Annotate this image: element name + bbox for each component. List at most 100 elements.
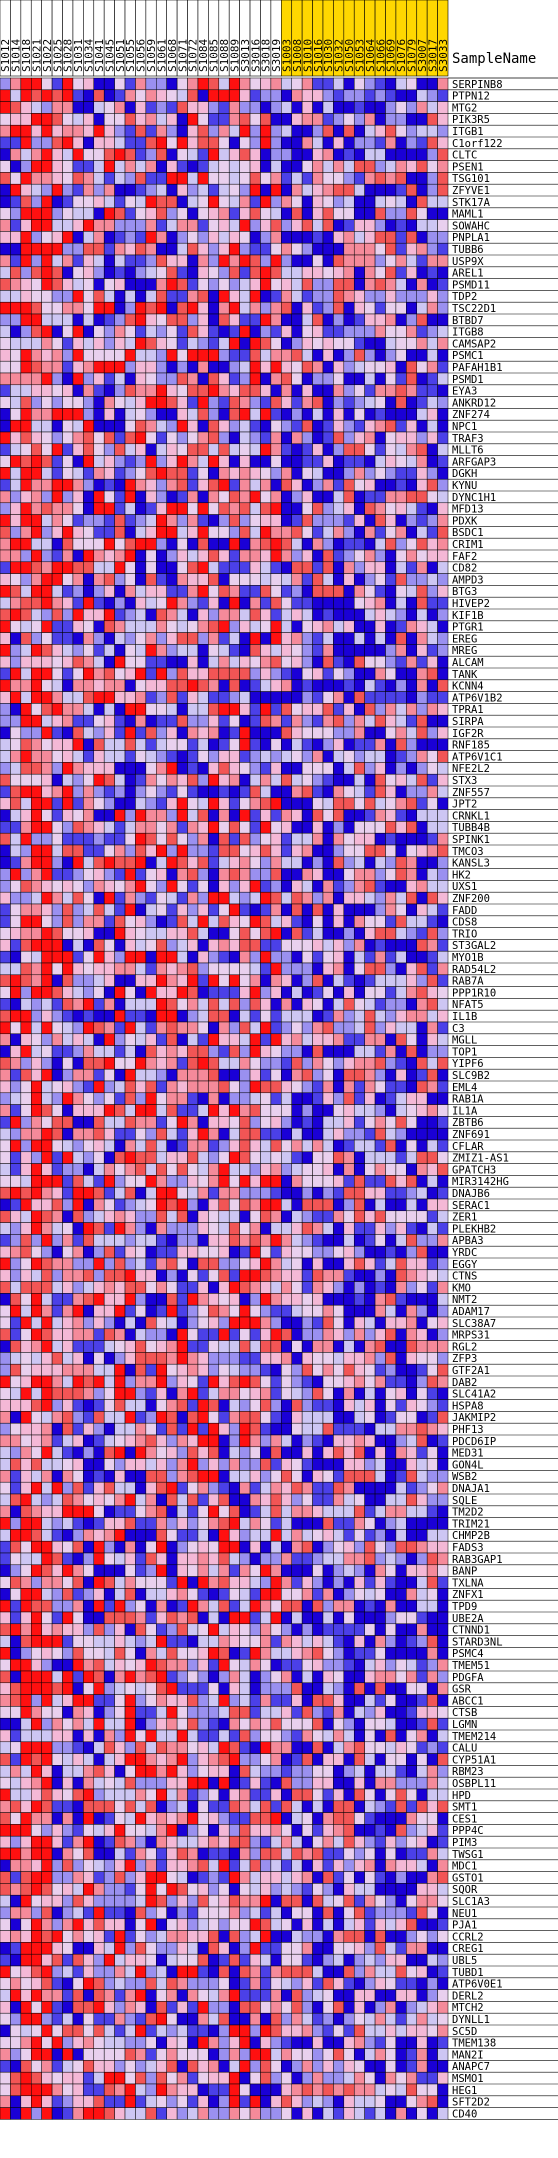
heatmap-cell	[301, 773, 313, 787]
heatmap-cell	[312, 1411, 324, 1424]
heatmap-cell	[145, 526, 157, 539]
heatmap-cell	[364, 773, 376, 787]
heatmap-cell	[281, 903, 292, 917]
heatmap-cell	[83, 1293, 95, 1306]
heatmap-cell	[197, 1045, 209, 1058]
heatmap-cell	[385, 1033, 397, 1046]
heatmap-cell	[239, 1198, 251, 1212]
heatmap-cell	[353, 1387, 365, 1400]
heatmap-cell	[301, 1151, 313, 1164]
heatmap-cell	[281, 77, 292, 91]
heatmap-cell	[156, 962, 167, 976]
heatmap-cell	[228, 561, 240, 574]
heatmap-cell	[322, 172, 334, 185]
heatmap-cell	[395, 1127, 407, 1141]
heatmap-cell	[228, 1363, 240, 1377]
heatmap-cell	[41, 1222, 53, 1235]
heatmap-cell	[51, 679, 63, 692]
heatmap-cell	[31, 596, 42, 610]
heatmap-cell	[322, 691, 334, 704]
heatmap-cell	[437, 467, 449, 480]
heatmap-cell	[437, 1151, 449, 1164]
heatmap-cell	[301, 254, 313, 268]
heatmap-cell	[374, 301, 386, 315]
heatmap-cell	[270, 1198, 282, 1212]
heatmap-cell	[51, 467, 63, 480]
heatmap-cell	[10, 1399, 22, 1412]
heatmap-cell	[322, 1245, 334, 1259]
heatmap-cell	[385, 596, 397, 610]
heatmap-cell	[10, 561, 22, 574]
heatmap-cell	[395, 1033, 407, 1046]
heatmap-cell	[208, 408, 220, 421]
heatmap-cell	[176, 113, 188, 126]
heatmap-cell	[239, 632, 251, 645]
heatmap-cell	[124, 1222, 136, 1235]
heatmap-cell	[374, 773, 386, 787]
heatmap-cell	[41, 1352, 53, 1365]
heatmap-cell	[385, 1175, 397, 1188]
heatmap-cell	[135, 89, 147, 102]
heatmap-cell	[208, 1068, 220, 1082]
heatmap-cell	[322, 962, 334, 976]
heatmap-cell	[301, 620, 313, 633]
heatmap-cell	[416, 868, 428, 881]
heatmap-cell	[333, 231, 345, 244]
heatmap-cell	[135, 372, 147, 386]
heatmap-cell	[72, 313, 84, 327]
heatmap-cell	[364, 195, 376, 209]
heatmap-cell	[406, 301, 417, 315]
heatmap-cell	[114, 1116, 126, 1129]
heatmap-cell	[145, 596, 157, 610]
heatmap-cell	[218, 231, 230, 244]
heatmap-cell	[416, 408, 428, 421]
heatmap-cell	[291, 301, 303, 315]
heatmap-cell	[406, 372, 417, 386]
heatmap-cell	[41, 891, 53, 905]
heatmap-cell	[124, 655, 136, 669]
heatmap-cell	[353, 266, 365, 279]
heatmap-cell	[208, 585, 220, 598]
heatmap-cell	[291, 1281, 303, 1294]
heatmap-cell	[406, 1387, 417, 1400]
heatmap-cell	[114, 148, 126, 161]
heatmap-cell	[291, 703, 303, 716]
heatmap-cell	[395, 396, 407, 409]
heatmap-cell	[416, 986, 428, 999]
heatmap-cell	[20, 962, 32, 976]
heatmap-cell	[437, 1257, 449, 1271]
heatmap-cell	[270, 809, 282, 822]
heatmap-cell	[353, 608, 365, 622]
heatmap-cell	[395, 1411, 407, 1424]
heatmap-cell	[353, 915, 365, 928]
heatmap-cell	[93, 785, 105, 799]
heatmap-cell	[416, 644, 428, 657]
heatmap-cell	[187, 136, 199, 150]
heatmap-cell	[322, 207, 334, 220]
heatmap-cell	[93, 113, 105, 126]
heatmap-cell	[51, 490, 63, 504]
heatmap-cell	[51, 1139, 63, 1153]
heatmap-cell	[31, 514, 42, 527]
heatmap-cell	[426, 573, 438, 586]
heatmap-cell	[114, 1281, 126, 1294]
heatmap-cell	[333, 455, 345, 468]
heatmap-cell	[176, 738, 188, 751]
heatmap-cell	[281, 1375, 292, 1389]
heatmap-cell	[374, 360, 386, 374]
heatmap-cell	[322, 1104, 334, 1117]
heatmap-cell	[291, 1104, 303, 1117]
heatmap-cell	[176, 608, 188, 622]
heatmap-cell	[187, 797, 199, 810]
heatmap-cell	[83, 632, 95, 645]
heatmap-cell	[406, 703, 417, 716]
heatmap-cell	[353, 1328, 365, 1341]
heatmap-cell	[103, 537, 115, 551]
heatmap-cell	[228, 1139, 240, 1153]
heatmap-cell	[31, 986, 42, 999]
heatmap-cell	[93, 585, 105, 598]
heatmap-cell	[0, 1045, 11, 1058]
heatmap-cell	[41, 502, 53, 515]
heatmap-cell	[218, 207, 230, 220]
heatmap-cell	[364, 1021, 376, 1035]
